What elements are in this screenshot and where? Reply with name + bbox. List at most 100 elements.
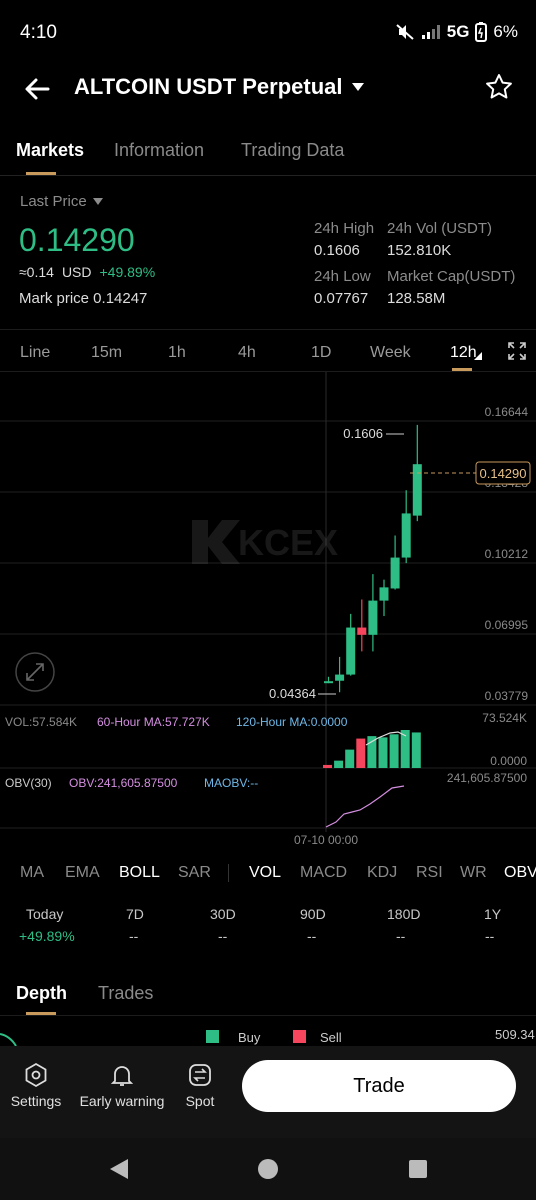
tab-active-indicator	[26, 172, 56, 175]
high-label: 24h High	[314, 220, 375, 237]
settings-label: Settings	[10, 1093, 62, 1109]
volume-bar	[345, 749, 355, 768]
chart-grid	[0, 372, 536, 832]
spot-button[interactable]: Spot	[165, 1062, 235, 1109]
ind-rsi[interactable]: RSI	[416, 864, 443, 881]
ind-ema[interactable]: EMA	[65, 864, 100, 881]
tf-line[interactable]: Line	[20, 344, 51, 361]
status-bar: 4:10 5G 6%	[0, 0, 536, 64]
tf-12h[interactable]: 12h	[450, 344, 477, 361]
tab-trades[interactable]: Trades	[98, 983, 154, 1003]
kcex-watermark: KCEX	[192, 520, 338, 564]
mute-icon	[396, 24, 414, 40]
chart-area[interactable]: KCEX 0.16644 0.13428 0.10212 0.06995 0.0…	[0, 372, 536, 852]
price-block: Last Price 0.14290 ≈0.14 USD +49.89% Mar…	[0, 180, 536, 330]
tf-4h[interactable]: 4h	[238, 344, 256, 361]
perf-value: +49.89%	[19, 928, 75, 944]
back-arrow-icon[interactable]	[20, 72, 54, 106]
indicator-row: MA EMA BOLL SAR VOL MACD KDJ RSI WR OBV	[0, 858, 536, 888]
system-nav-bar	[0, 1138, 536, 1200]
perf-label: Today	[26, 906, 64, 922]
spot-label: Spot	[185, 1093, 215, 1109]
depth-legend: Buy Sell 509.34	[0, 1016, 536, 1046]
ind-vol[interactable]: VOL	[249, 864, 282, 881]
vol-min: 0.0000	[490, 754, 527, 768]
ind-macd[interactable]: MACD	[300, 864, 348, 881]
tf-1h[interactable]: 1h	[168, 344, 186, 361]
ind-kdj[interactable]: KDJ	[367, 864, 398, 881]
ind-wr[interactable]: WR	[460, 864, 487, 881]
depth-amount: 509.34	[495, 1027, 535, 1042]
current-price-tag-box	[475, 461, 531, 485]
candlestick-chart: KCEX 0.16644 0.13428 0.10212 0.06995 0.0…	[0, 372, 536, 847]
caret-down-icon	[92, 198, 103, 205]
x-axis-label: 07-10 00:00	[294, 833, 358, 847]
y-tick: 0.10212	[485, 547, 529, 561]
y-tick: 0.06995	[485, 618, 529, 632]
ind-sar[interactable]: SAR	[178, 864, 211, 881]
battery-icon	[475, 22, 488, 42]
nav-recents-icon[interactable]	[408, 1159, 428, 1179]
tf-15m[interactable]: 15m	[91, 344, 123, 361]
buy-swatch	[206, 1030, 219, 1043]
trade-button[interactable]: Trade	[242, 1060, 516, 1112]
status-icons: 5G 6%	[395, 22, 518, 42]
tf-active-indicator	[452, 368, 472, 371]
tf-week[interactable]: Week	[370, 344, 411, 361]
signal-icon	[421, 25, 440, 39]
bottom-action-bar: Settings Early warning Spot Trade	[0, 1046, 536, 1138]
sell-swatch	[293, 1030, 306, 1043]
vol-indicator-label: VOL:57.584K	[5, 715, 77, 729]
volume-bar	[356, 738, 366, 768]
candle-body	[390, 557, 400, 589]
candle-body	[412, 464, 422, 516]
perf-label: 7D	[126, 906, 144, 922]
last-price-selector[interactable]: Last Price	[20, 193, 103, 210]
vol-max: 73.524K	[482, 711, 527, 725]
indicator-divider	[228, 864, 229, 882]
nav-back-icon[interactable]	[108, 1158, 130, 1180]
perf-value: --	[307, 928, 317, 944]
chart-low-label: 0.04364	[269, 686, 316, 701]
perf-value: --	[485, 928, 495, 944]
expand-chart-icon[interactable]	[15, 652, 55, 692]
depth-tabs: Depth Trades	[0, 980, 536, 1016]
status-time: 4:10	[20, 22, 57, 43]
spot-swap-icon	[189, 1064, 211, 1086]
nav-home-icon[interactable]	[257, 1158, 279, 1180]
approx-price-row: ≈0.14 USD +49.89%	[19, 264, 155, 280]
obv-max: 241,605.87500	[447, 771, 527, 785]
obv-value: OBV:241,605.87500	[69, 776, 178, 790]
ind-ma[interactable]: MA	[20, 864, 44, 881]
tab-information[interactable]: Information	[114, 140, 205, 160]
early-warning-button[interactable]: Early warning	[78, 1062, 166, 1109]
low-value: 0.07767	[314, 290, 369, 307]
depth-curve	[0, 1033, 17, 1046]
settings-button[interactable]: Settings	[1, 1062, 71, 1109]
top-tabs: Markets Information Trading Data	[0, 140, 536, 176]
fullscreen-icon[interactable]	[508, 342, 526, 360]
ind-obv[interactable]: OBV	[504, 864, 536, 881]
pair-selector[interactable]: ALTCOIN USDT Perpetual	[74, 74, 365, 100]
watermark-text: KCEX	[238, 522, 338, 563]
chart-high-label: 0.1606	[343, 426, 383, 441]
star-icon[interactable]	[484, 72, 514, 102]
perf-label: 30D	[210, 906, 236, 922]
vol-label: 24h Vol (USDT)	[387, 220, 493, 237]
volume-bars-group	[323, 730, 421, 768]
ind-boll[interactable]: BOLL	[119, 864, 160, 881]
tab-markets[interactable]: Markets	[16, 140, 85, 160]
vol-ma-line	[365, 731, 407, 746]
cap-value: 128.58M	[387, 290, 446, 307]
volume-bar	[389, 734, 399, 768]
high-value: 0.1606	[314, 242, 360, 259]
maobv-value: MAOBV:--	[204, 776, 258, 790]
tab-depth[interactable]: Depth	[16, 983, 67, 1003]
candle-body	[346, 627, 356, 675]
tf-1d[interactable]: 1D	[311, 344, 332, 361]
cap-label: Market Cap(USDT)	[387, 268, 516, 285]
tab-trading-data[interactable]: Trading Data	[241, 140, 345, 160]
perf-value: --	[129, 928, 139, 944]
candle-body	[357, 627, 367, 635]
volume-bar	[378, 737, 388, 768]
